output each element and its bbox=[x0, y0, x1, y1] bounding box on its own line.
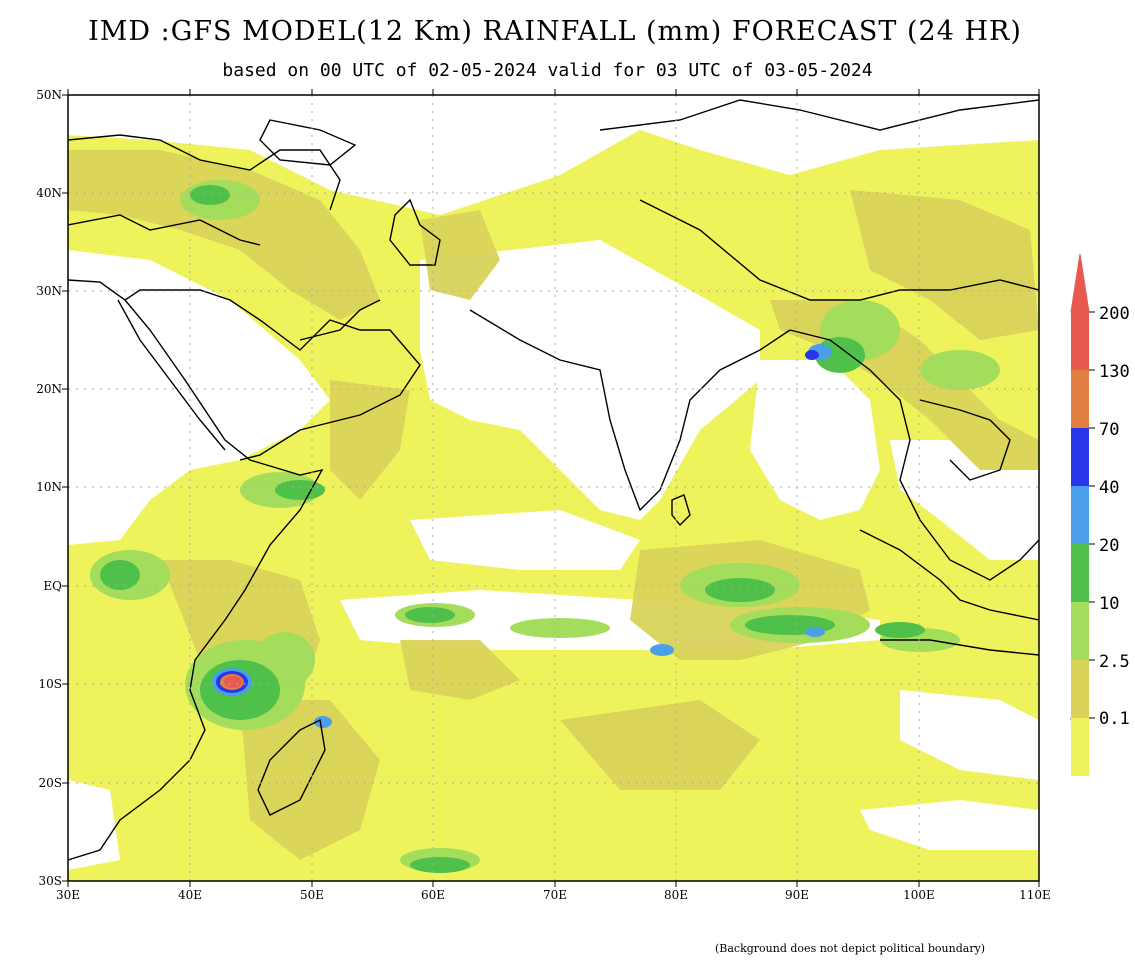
lat-label: 10S bbox=[39, 677, 63, 691]
colorbar-boxes bbox=[1071, 311, 1095, 776]
boundary-note: (Background does not depict political bo… bbox=[715, 942, 986, 955]
colorbar-box bbox=[1071, 486, 1089, 544]
colorbar-label: 10 bbox=[1099, 594, 1119, 614]
colorbar-label: 130 bbox=[1099, 362, 1130, 382]
colorbar-box bbox=[1071, 428, 1089, 486]
lon-label: 90E bbox=[785, 888, 809, 902]
colorbar-box bbox=[1071, 544, 1089, 602]
axis-ticks bbox=[62, 89, 1040, 887]
lat-label: EQ bbox=[43, 579, 62, 593]
rain-heavy-core bbox=[216, 350, 819, 693]
lon-label: 60E bbox=[421, 888, 445, 902]
lon-label: 110E bbox=[1019, 888, 1051, 902]
colorbar-box bbox=[1071, 660, 1089, 718]
colorbar-box bbox=[1071, 312, 1089, 370]
colorbar-box bbox=[1071, 602, 1089, 660]
lon-label: 80E bbox=[664, 888, 688, 902]
lat-label: 10N bbox=[36, 480, 62, 494]
lat-label: 50N bbox=[36, 88, 62, 102]
lat-label: 30S bbox=[39, 874, 63, 888]
lat-label: 40N bbox=[36, 186, 62, 200]
colorbar-box bbox=[1071, 718, 1089, 776]
colorbar-label: 20 bbox=[1099, 536, 1119, 556]
lat-label: 20N bbox=[36, 382, 62, 396]
lon-label: 30E bbox=[56, 888, 80, 902]
chart-subtitle: based on 00 UTC of 02-05-2024 valid for … bbox=[222, 60, 873, 81]
rainfall-field bbox=[68, 95, 1039, 881]
colorbar-label: 0.1 bbox=[1099, 709, 1130, 729]
longitude-labels: 30E 40E 50E 60E 70E 80E 90E 100E 110E bbox=[56, 888, 1051, 902]
colorbar-label: 40 bbox=[1099, 478, 1119, 498]
colorbar-arrow-top bbox=[1070, 253, 1090, 313]
colorbar-label: 2.5 bbox=[1099, 652, 1130, 672]
map-frame bbox=[67, 94, 1040, 882]
colorbar-legend: 200 130 70 40 20 10 2.5 0.1 bbox=[1070, 253, 1130, 776]
latitude-labels: 50N 40N 30N 20N 10N EQ 10S 20S 30S bbox=[36, 88, 62, 888]
lon-label: 70E bbox=[543, 888, 567, 902]
chart-title: IMD :GFS MODEL(12 Km) RAINFALL (mm) FORE… bbox=[88, 16, 1022, 47]
colorbar-box bbox=[1071, 370, 1089, 428]
colorbar-label: 70 bbox=[1099, 420, 1119, 440]
lon-label: 100E bbox=[903, 888, 935, 902]
lon-label: 50E bbox=[300, 888, 324, 902]
lat-label: 30N bbox=[36, 284, 62, 298]
graticule bbox=[68, 95, 1039, 881]
lat-label: 20S bbox=[39, 776, 63, 790]
lon-label: 40E bbox=[178, 888, 202, 902]
colorbar-label: 200 bbox=[1099, 304, 1130, 324]
coastlines bbox=[68, 99, 1039, 861]
